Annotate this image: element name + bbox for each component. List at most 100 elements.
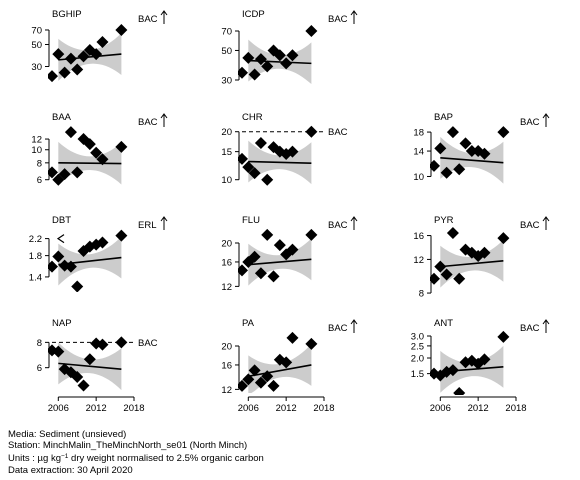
panel-title: FLU [242, 215, 260, 226]
panel-dbt: DBT 1.4 1.8 2.2 ERL [29, 215, 168, 292]
panel-bghip: BGHIP 30 50 70 BAC [31, 9, 168, 83]
data-point [242, 255, 255, 268]
data-point [52, 48, 65, 61]
y-tick-label: 16 [413, 231, 424, 242]
data-point [96, 236, 109, 249]
data-points [430, 330, 510, 395]
footer-media: Media: Sediment (unsieved) [8, 429, 127, 440]
threshold-arrowhead [542, 113, 550, 119]
data-point [254, 53, 267, 66]
y-tick-label: 20 [221, 342, 232, 353]
panel-title: CHR [242, 112, 263, 123]
y-tick-label: 30 [221, 76, 232, 87]
threshold-arrowhead [350, 319, 358, 325]
data-point [254, 136, 267, 149]
y-tick-label: 1.4 [29, 272, 42, 283]
data-point [83, 138, 96, 151]
panel-pa: PA 12 16 20 2006 2012 2018 BAC [221, 318, 358, 414]
y-tick-label: 12 [221, 385, 232, 396]
threshold-label: BAC [138, 338, 158, 349]
data-point [71, 280, 84, 292]
data-point [305, 337, 318, 350]
threshold-arrowhead [542, 216, 550, 222]
y-tick-label: 8 [37, 338, 42, 349]
threshold-label: BAC [520, 117, 540, 128]
data-point [453, 163, 466, 176]
threshold-arrowhead [160, 113, 168, 119]
data-point [261, 60, 274, 73]
y-tick-label: 16 [221, 360, 232, 371]
threshold-label: ERL [138, 220, 156, 231]
data-point [280, 356, 293, 369]
x-tick-label: 2012 [86, 403, 107, 414]
y-tick-label: 6 [37, 175, 42, 186]
x-tick-label: 2012 [276, 403, 297, 414]
data-points [48, 229, 128, 292]
x-tick-label: 2006 [430, 403, 451, 414]
panel-nap: NAP 6 8 2006 2012 2018 BAC [37, 318, 158, 414]
panel-title: DBT [52, 215, 71, 226]
panel-title: ICDP [242, 9, 265, 20]
data-point [254, 376, 267, 389]
data-point [52, 250, 65, 263]
data-point [238, 264, 248, 277]
data-point [305, 228, 318, 241]
data-point [286, 243, 299, 256]
data-point [90, 146, 103, 159]
data-point [305, 125, 318, 138]
y-tick-label: 8 [419, 289, 424, 300]
y-tick-label: 12 [413, 255, 424, 266]
panel-ant: ANT 1.5 2.0 2.53.0 2006 2012 2018 BAC [411, 318, 550, 414]
data-point [242, 161, 255, 174]
data-point [440, 268, 453, 281]
panel-title: ANT [434, 318, 453, 329]
threshold-label: BAC [328, 127, 348, 138]
data-point [254, 267, 267, 280]
data-point [64, 52, 77, 65]
data-point [434, 142, 447, 155]
y-tick-label: 50 [31, 40, 42, 51]
data-point [446, 126, 459, 139]
data-point [465, 145, 478, 158]
y-tick-label: 10 [31, 145, 42, 156]
x-tick-label: 2018 [123, 403, 144, 414]
data-point [453, 272, 466, 285]
trend-line [58, 162, 122, 165]
panel-title: PYR [434, 215, 454, 226]
data-point [478, 246, 491, 259]
data-point [273, 239, 286, 252]
data-point [71, 63, 84, 76]
data-point [248, 250, 261, 263]
x-tick-label: 2006 [48, 403, 69, 414]
data-point [238, 66, 248, 79]
data-point [48, 260, 58, 273]
data-point [115, 229, 128, 242]
footer-units: Units : µg kg−1 dry weight normalised to… [8, 451, 264, 464]
trend-line [440, 157, 504, 164]
trend-line [58, 362, 122, 370]
y-tick-label: 8 [37, 158, 42, 169]
data-points [238, 331, 318, 392]
data-point [115, 23, 128, 36]
data-point [48, 70, 58, 83]
footer-station: Station: MinchMalin_TheMinchNorth_se01 (… [8, 440, 248, 452]
data-point [261, 228, 274, 241]
data-point [242, 51, 255, 64]
data-point [273, 49, 286, 62]
data-point [52, 345, 65, 358]
threshold-label: BAC [328, 220, 348, 231]
data-point [58, 168, 71, 181]
y-tick-label: 16 [221, 257, 232, 268]
data-point [497, 126, 510, 139]
data-point [115, 336, 128, 349]
trend-line [248, 258, 312, 266]
data-point [64, 260, 77, 273]
data-points [48, 126, 128, 186]
y-tick-label: 12 [31, 135, 42, 146]
data-points [238, 24, 318, 81]
data-point [115, 140, 128, 153]
panel-title: BAP [434, 112, 453, 123]
y-tick-label: 18 [413, 128, 424, 139]
y-tick-label: 20 [221, 127, 232, 138]
